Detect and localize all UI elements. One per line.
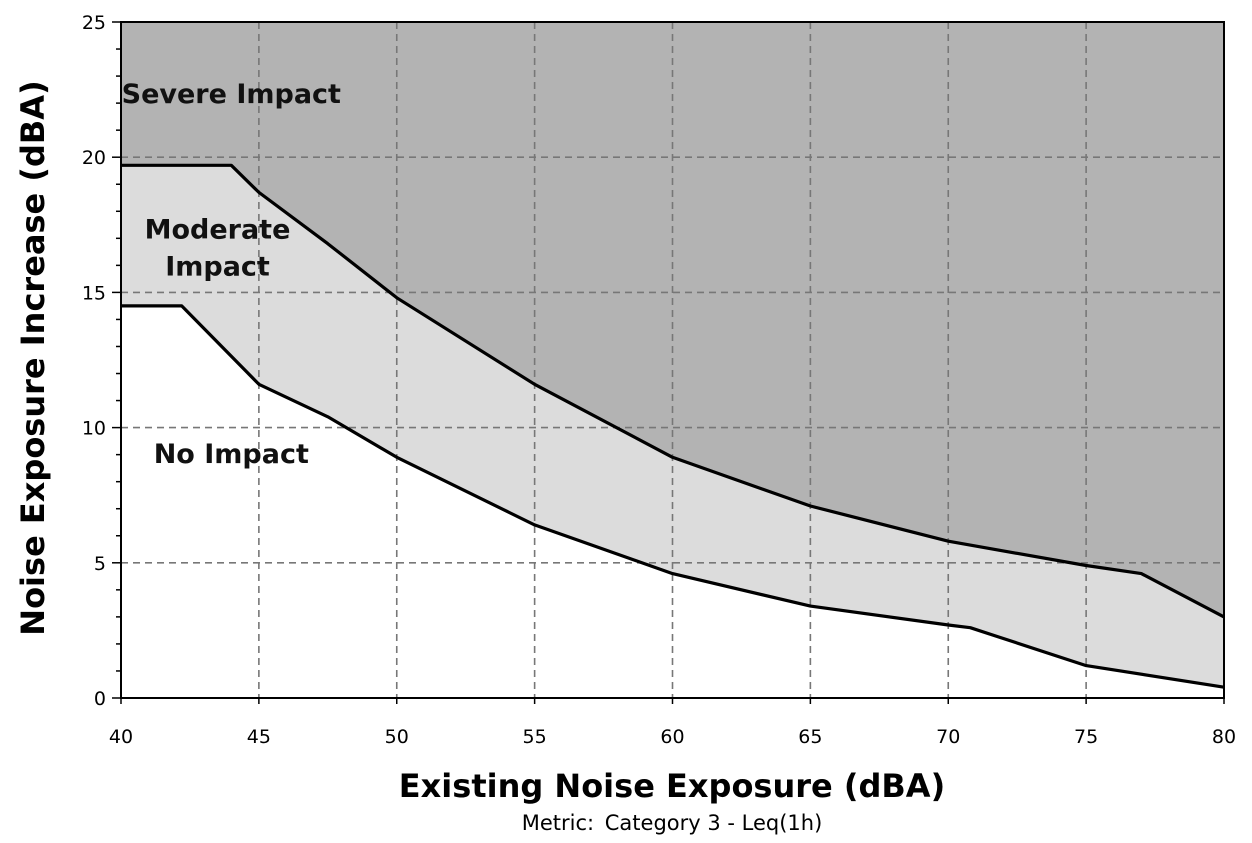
x-tick-label: 60: [660, 726, 684, 748]
x-tick-label: 75: [1074, 726, 1098, 748]
severe-threshold-line: [121, 163, 1225, 619]
axes: 0 5 10 15 20 25 40 45 50 55 60 65 70 75 80: [82, 12, 1236, 748]
y-tick-label: 5: [94, 553, 106, 575]
region-labels: Severe Impact Moderate Impact No Impact: [122, 79, 341, 470]
x-tick-label: 40: [109, 726, 133, 748]
region-label: Moderate Impact: [145, 214, 291, 282]
x-tick-label: 65: [798, 726, 822, 748]
x-tick-label: 80: [1212, 726, 1236, 748]
region-label-line: Moderate: [145, 214, 291, 245]
y-axis-title: Noise Exposure Increase (dBA): [14, 80, 52, 635]
gridlines: [121, 22, 1224, 698]
moderate-threshold-line: [121, 304, 1225, 689]
metric-label: Metric:: [522, 811, 594, 835]
region-label: No Impact: [154, 439, 309, 470]
y-tick-label: 20: [82, 147, 106, 169]
threshold-curves: [121, 163, 1225, 689]
region-label: Severe Impact: [122, 79, 341, 110]
y-tick-label: 15: [82, 282, 106, 304]
y-tick-label: 25: [82, 12, 106, 34]
x-tick-label: 55: [523, 726, 547, 748]
x-tick-label: 50: [385, 726, 409, 748]
region-label-line: Severe Impact: [122, 79, 341, 110]
x-tick-label: 45: [247, 726, 271, 748]
region-label-line: No Impact: [154, 439, 309, 470]
region-label-line: Impact: [165, 251, 270, 282]
x-axis-title: Existing Noise Exposure (dBA): [399, 767, 945, 805]
metric-value: Category 3 - Leq(1h): [605, 811, 823, 835]
y-tick-label: 10: [82, 418, 106, 440]
y-tick-label: 0: [94, 688, 106, 710]
metric-caption: Metric: Category 3 - Leq(1h): [522, 811, 823, 835]
x-tick-label: 70: [936, 726, 960, 748]
